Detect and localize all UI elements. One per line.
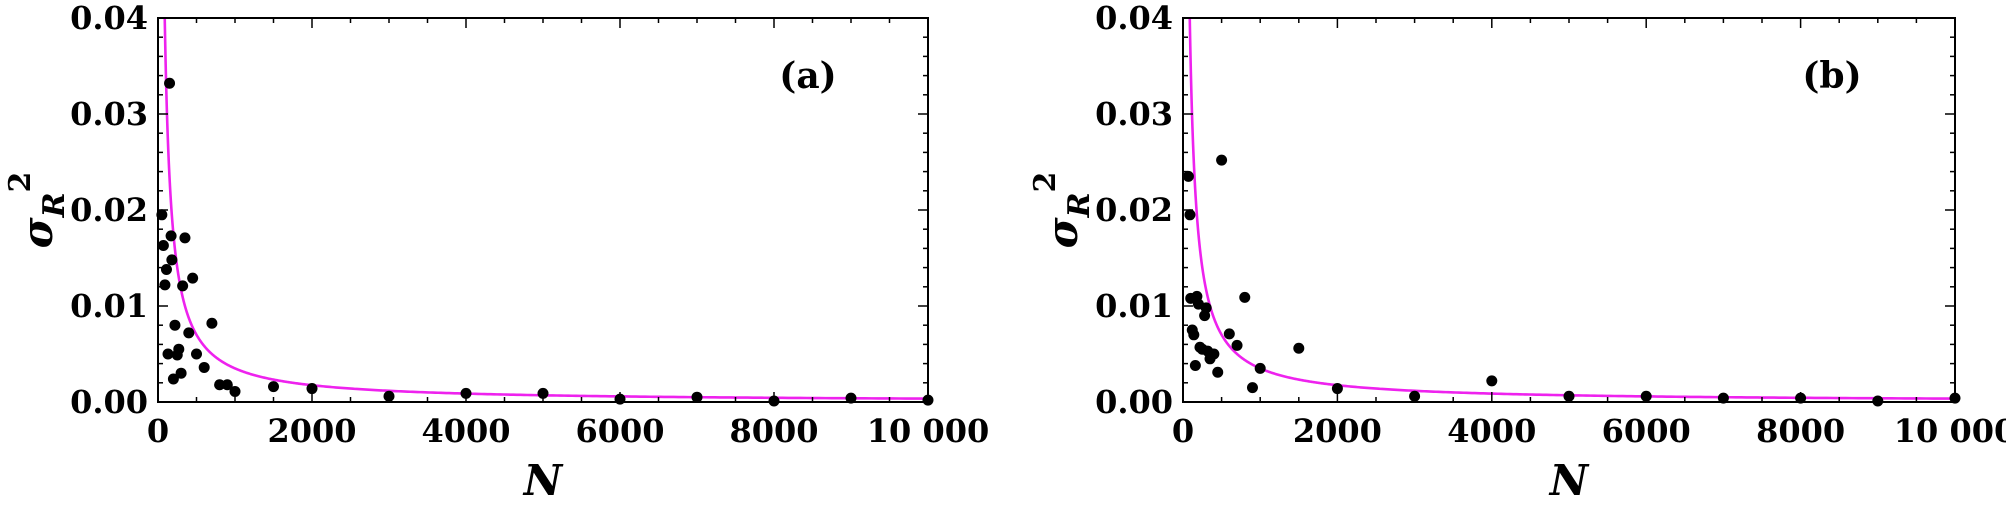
fit-curve <box>1188 18 1955 400</box>
data-point <box>306 383 318 395</box>
y-axis-subscript: R <box>1062 192 1097 218</box>
x-tick-label: 0 <box>147 412 169 450</box>
y-tick-label: 0.02 <box>1095 191 1173 229</box>
data-point <box>162 348 174 360</box>
data-point <box>159 279 171 291</box>
y-axis-subscript: R <box>37 192 72 218</box>
data-point <box>198 361 210 373</box>
data-point <box>383 390 395 402</box>
data-point <box>169 319 181 331</box>
y-tick-label: 0.04 <box>70 0 148 37</box>
x-tick-label: 10 000 <box>867 412 989 450</box>
y-axis-title: σR2 <box>1028 172 1097 249</box>
data-point <box>537 387 549 399</box>
data-point <box>1331 383 1343 395</box>
data-point <box>1486 375 1498 387</box>
data-point <box>1184 209 1196 221</box>
data-point <box>268 381 279 393</box>
data-point <box>214 379 226 391</box>
data-point <box>175 367 187 379</box>
y-axis-superscript: 2 <box>1028 172 1063 193</box>
data-point <box>177 280 189 292</box>
data-point <box>1200 302 1212 314</box>
x-tick-label: 2000 <box>1293 412 1382 450</box>
y-tick-label: 0.03 <box>70 95 148 133</box>
data-point <box>1246 382 1258 394</box>
data-point <box>1212 366 1224 378</box>
data-point <box>1254 362 1266 374</box>
data-point <box>173 343 185 355</box>
panel-label: (b) <box>1802 55 1861 97</box>
y-axis-title: σR2 <box>3 172 72 249</box>
data-point <box>206 317 218 329</box>
data-point <box>1293 342 1305 354</box>
y-tick-label: 0.04 <box>1095 0 1173 37</box>
data-point <box>1188 329 1200 341</box>
x-axis-title: N <box>522 456 564 505</box>
x-tick-label: 6000 <box>575 412 664 450</box>
data-point <box>156 209 168 221</box>
data-point <box>1563 390 1575 402</box>
data-point <box>1231 339 1243 351</box>
data-point <box>179 232 191 244</box>
panel-b: 0 2000 4000 6000 8000 10 000 0.00 0.01 0.02 0.03 0… <box>1028 0 2006 505</box>
y-axis-symbol: σ <box>1038 217 1087 248</box>
x-axis-title: N <box>1548 456 1590 505</box>
x-tick-label: 0 <box>1172 412 1194 450</box>
data-point <box>183 327 195 339</box>
data-point <box>191 348 202 360</box>
x-tick-label: 8000 <box>1756 412 1845 450</box>
data-point <box>165 230 177 242</box>
y-tick-label: 0.02 <box>70 191 148 229</box>
data-point <box>167 373 179 385</box>
x-tick-label: 2000 <box>267 412 356 450</box>
data-point <box>1189 360 1201 372</box>
data-point <box>187 272 199 284</box>
y-tick-label: 0.01 <box>1095 287 1173 325</box>
fit-curve <box>163 18 928 400</box>
data-point <box>166 254 178 266</box>
data-point <box>1239 291 1251 303</box>
y-tick-label: 0.00 <box>70 383 148 421</box>
data-point <box>1223 328 1235 340</box>
data-point <box>164 77 176 89</box>
data-point <box>229 385 241 397</box>
y-axis-superscript: 2 <box>3 172 38 193</box>
data-point <box>160 264 172 276</box>
x-tick-label: 4000 <box>1447 412 1536 450</box>
data-point <box>1216 154 1228 166</box>
x-tick-label: 4000 <box>421 412 510 450</box>
panel-a: 0 2000 4000 6000 8000 10 000 0.00 0.01 0.02 0.03 0… <box>3 0 989 505</box>
y-axis-symbol: σ <box>13 217 62 248</box>
y-tick-label: 0.01 <box>70 287 148 325</box>
data-point <box>157 240 169 252</box>
x-tick-label: 10 000 <box>1894 412 2006 450</box>
y-tick-label: 0.03 <box>1095 95 1173 133</box>
data-point <box>221 379 233 391</box>
y-tick-label: 0.00 <box>1095 383 1173 421</box>
x-tick-label: 6000 <box>1602 412 1691 450</box>
x-tick-label: 8000 <box>729 412 818 450</box>
data-point <box>1409 390 1421 402</box>
data-point <box>1182 170 1194 182</box>
data-point <box>1208 348 1220 360</box>
panel-label: (a) <box>779 55 836 97</box>
